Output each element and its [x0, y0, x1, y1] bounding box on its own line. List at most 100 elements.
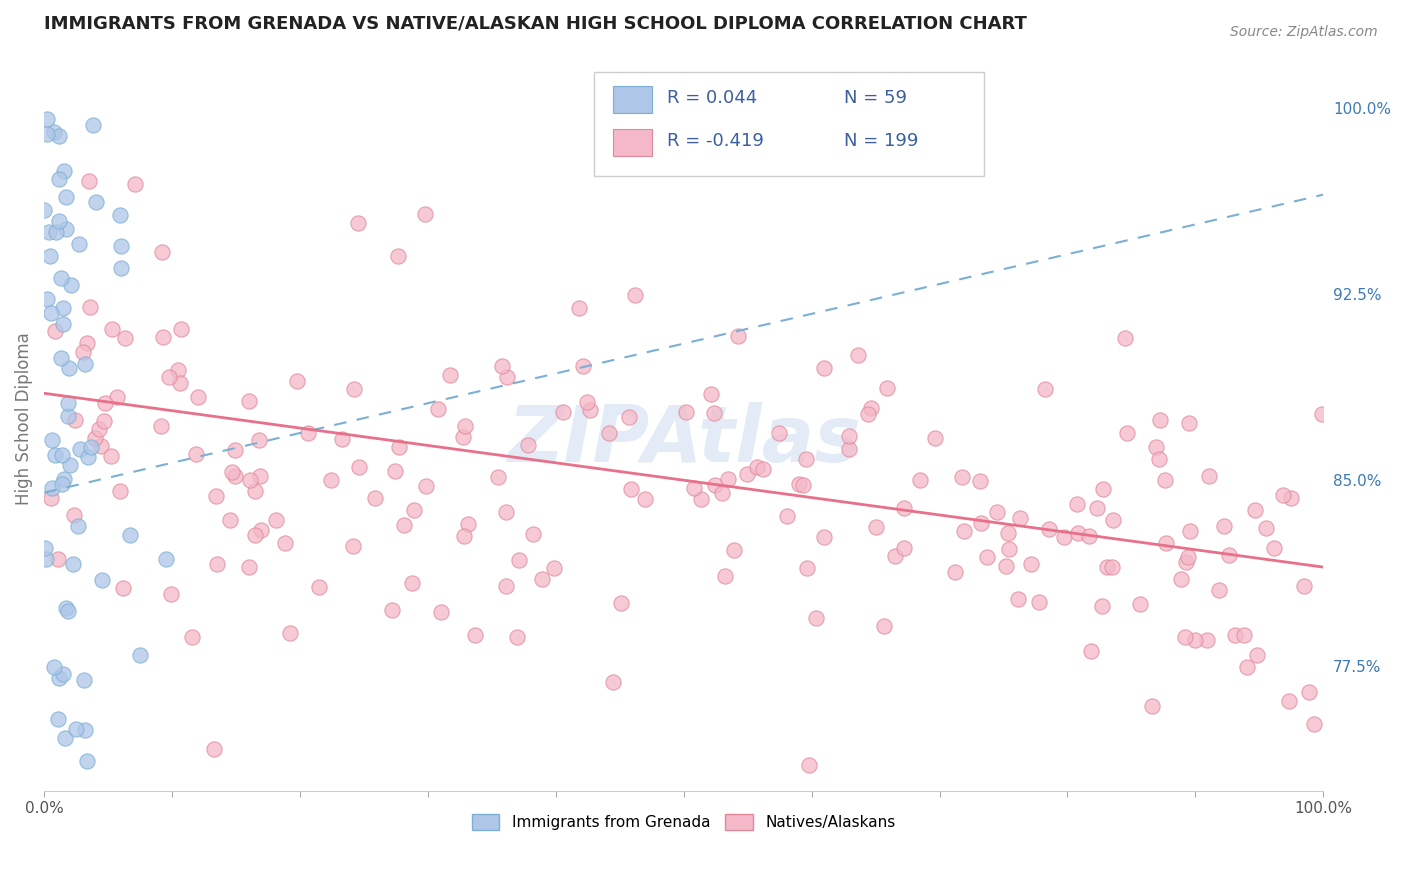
Point: [77, 174, 100, 188]
Point: [343, 382, 366, 396]
Point: [813, 361, 835, 376]
Point: [48, 129, 70, 144]
Point: [703, 406, 725, 420]
Point: [41, 306, 63, 320]
Point: [1256, 520, 1278, 534]
Point: [77, 450, 100, 464]
Point: [41, 491, 63, 505]
Point: [65, 722, 87, 736]
Point: [976, 549, 998, 564]
Point: [56, 409, 79, 423]
Point: [239, 473, 262, 487]
Point: [943, 565, 966, 579]
Point: [1028, 595, 1050, 609]
Point: [1243, 503, 1265, 517]
Point: [1208, 582, 1230, 597]
Point: [32, 203, 55, 218]
Text: N = 199: N = 199: [844, 132, 918, 150]
Point: [401, 576, 423, 591]
Point: [1271, 488, 1294, 502]
Point: [1233, 627, 1256, 641]
Point: [238, 560, 260, 574]
Point: [1149, 413, 1171, 427]
Point: [394, 518, 416, 533]
Point: [1149, 452, 1171, 467]
FancyBboxPatch shape: [613, 129, 652, 156]
Point: [1092, 483, 1115, 497]
Point: [205, 489, 228, 503]
Point: [689, 491, 711, 506]
Point: [219, 512, 242, 526]
Point: [675, 405, 697, 419]
Point: [1197, 633, 1219, 648]
Point: [1302, 717, 1324, 731]
Text: Source: ZipAtlas.com: Source: ZipAtlas.com: [1230, 25, 1378, 39]
Point: [72, 344, 94, 359]
Point: [1091, 599, 1114, 613]
Point: [243, 484, 266, 499]
Point: [1198, 469, 1220, 483]
Point: [150, 244, 173, 259]
Point: [1213, 519, 1236, 533]
Point: [873, 619, 896, 633]
Point: [1236, 659, 1258, 673]
Point: [856, 407, 879, 421]
Point: [799, 758, 821, 772]
Text: ZIPAtlas: ZIPAtlas: [508, 402, 860, 478]
Point: [439, 368, 461, 382]
Text: N = 59: N = 59: [844, 89, 907, 107]
Point: [35, 551, 58, 566]
Point: [111, 581, 134, 595]
Point: [1223, 627, 1246, 641]
Point: [83, 431, 105, 445]
Point: [169, 376, 191, 391]
Point: [1140, 699, 1163, 714]
Point: [1246, 648, 1268, 662]
Point: [970, 516, 993, 531]
Point: [796, 561, 818, 575]
Point: [794, 452, 817, 467]
Point: [997, 525, 1019, 540]
Text: IMMIGRANTS FROM GRENADA VS NATIVE/ALASKAN HIGH SCHOOL DIPLOMA CORRELATION CHART: IMMIGRANTS FROM GRENADA VS NATIVE/ALASKA…: [44, 15, 1026, 33]
Point: [576, 395, 599, 409]
Point: [491, 359, 513, 374]
Point: [543, 561, 565, 575]
Point: [1154, 536, 1177, 550]
Point: [84, 194, 107, 209]
Point: [787, 476, 810, 491]
Point: [93, 414, 115, 428]
Point: [717, 472, 740, 486]
Point: [44, 448, 66, 462]
Point: [893, 501, 915, 516]
Point: [735, 467, 758, 481]
Point: [364, 491, 387, 505]
Point: [58, 458, 80, 473]
Point: [114, 331, 136, 345]
Point: [56, 604, 79, 618]
Point: [55, 222, 77, 236]
Point: [346, 216, 368, 230]
Point: [893, 541, 915, 556]
Point: [1010, 511, 1032, 525]
Text: R = 0.044: R = 0.044: [666, 89, 758, 107]
Point: [52, 317, 75, 331]
Point: [160, 587, 183, 601]
Point: [69, 237, 91, 252]
Point: [39, 249, 62, 263]
Point: [264, 513, 287, 527]
Point: [1038, 522, 1060, 536]
Point: [953, 524, 976, 538]
Point: [48, 171, 70, 186]
Point: [297, 425, 319, 440]
Point: [53, 164, 76, 178]
Point: [506, 631, 529, 645]
Point: [249, 469, 271, 483]
Point: [124, 177, 146, 191]
Point: [384, 464, 406, 478]
Point: [620, 482, 643, 496]
Point: [37, 128, 59, 142]
Point: [152, 329, 174, 343]
Point: [41, 433, 63, 447]
Point: [51, 301, 73, 315]
Point: [634, 491, 657, 506]
